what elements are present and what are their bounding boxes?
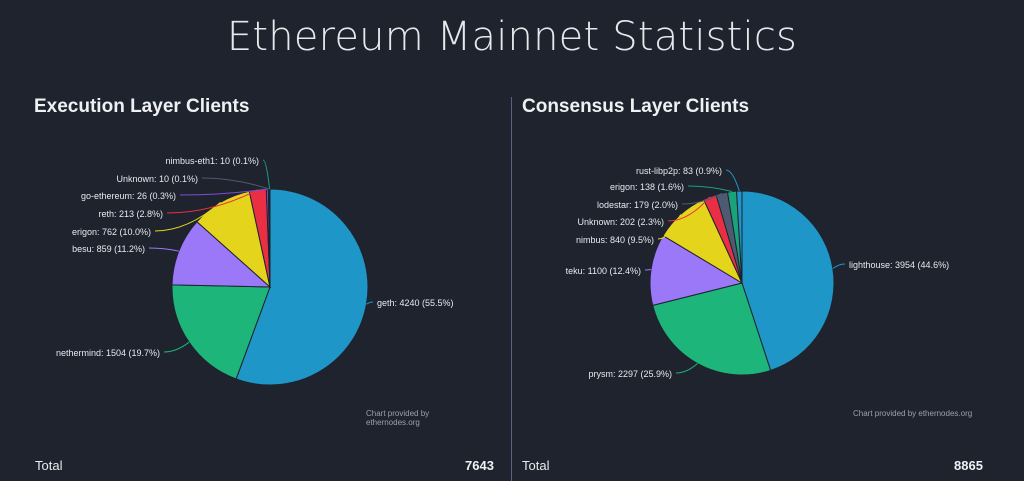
slice-label-teku: teku: 1100 (12.4%) — [566, 266, 641, 276]
leader-line-nimbus-eth1 — [262, 159, 271, 190]
leader-line-nethermind — [163, 341, 190, 353]
consensus-panel: Consensus Layer Clients lighthouse: 3954… — [512, 96, 992, 481]
consensus-total-value: 8865 — [954, 458, 983, 473]
slice-label-rust-libp2p: rust-libp2p: 83 (0.9%) — [636, 166, 722, 176]
pie-slice-geth[interactable] — [235, 188, 369, 386]
pie-slice-rust-libp2p[interactable] — [736, 190, 743, 284]
slice-label-lodestar: lodestar: 179 (2.0%) — [597, 200, 678, 210]
consensus-total-label: Total — [522, 458, 550, 473]
leader-line-nimbus — [657, 214, 682, 240]
slice-label-unknown: Unknown: 202 (2.3%) — [577, 217, 664, 227]
consensus-credit: Chart provided by ethernodes.org — [853, 409, 973, 418]
leader-line-geth — [366, 301, 374, 305]
execution-pie-chart: geth: 4240 (55.5%) nethermind: 1504 (19.7… — [56, 156, 454, 386]
execution-heading: Execution Layer Clients — [34, 96, 250, 117]
slice-label-besu: besu: 859 (11.2%) — [72, 244, 145, 254]
slice-label-geth: geth: 4240 (55.5%) — [377, 298, 454, 308]
leader-line-teku — [644, 269, 652, 271]
execution-credit: Chart provided by ethernodes.org — [366, 409, 430, 427]
slice-label-prysm: prysm: 2297 (25.9%) — [588, 369, 672, 379]
consensus-pie-chart: lighthouse: 3954 (44.6%) prysm: 2297 (25.… — [566, 166, 949, 379]
pie-slice-besu[interactable] — [171, 220, 272, 288]
leader-line-go-ethereum — [179, 188, 268, 196]
execution-total-label: Total — [35, 458, 63, 473]
pie-slice-lighthouse[interactable] — [741, 190, 835, 372]
leader-line-prysm — [675, 363, 698, 374]
leader-line-lodestar — [681, 192, 723, 205]
leader-line-reth — [166, 189, 258, 214]
slice-label-nimbus-eth1: nimbus-eth1: 10 (0.1%) — [165, 156, 259, 166]
pie-slice-nethermind[interactable] — [171, 284, 271, 380]
leader-line-unknown — [667, 196, 711, 222]
slice-label-reth: reth: 213 (2.8%) — [98, 209, 163, 219]
pie-slice-prysm[interactable] — [652, 282, 772, 376]
page-title: Ethereum Mainnet Statistics — [226, 14, 798, 60]
panel-divider — [511, 97, 512, 481]
leader-line-erigon — [154, 201, 222, 232]
slice-label-nethermind: nethermind: 1504 (19.7%) — [56, 348, 160, 358]
slice-label-unknown: Unknown: 10 (0.1%) — [116, 174, 198, 184]
consensus-heading: Consensus Layer Clients — [522, 96, 750, 117]
leader-line-rust-libp2p — [725, 169, 740, 192]
slice-label-lighthouse: lighthouse: 3954 (44.6%) — [849, 260, 949, 270]
slice-label-nimbus: nimbus: 840 (9.5%) — [576, 235, 654, 245]
slice-label-go-ethereum: go-ethereum: 26 (0.3%) — [81, 191, 176, 201]
execution-total-value: 7643 — [465, 458, 494, 473]
leader-line-unknown — [201, 177, 269, 190]
leader-line-erigon — [687, 185, 733, 192]
slice-label-erigon: erigon: 138 (1.6%) — [610, 182, 684, 192]
execution-panel: Execution Layer Clients geth: 4240 (55.5… — [0, 96, 494, 481]
leader-line-besu — [148, 247, 179, 252]
leader-line-lighthouse — [832, 263, 846, 269]
slice-label-erigon: erigon: 762 (10.0%) — [72, 227, 151, 237]
